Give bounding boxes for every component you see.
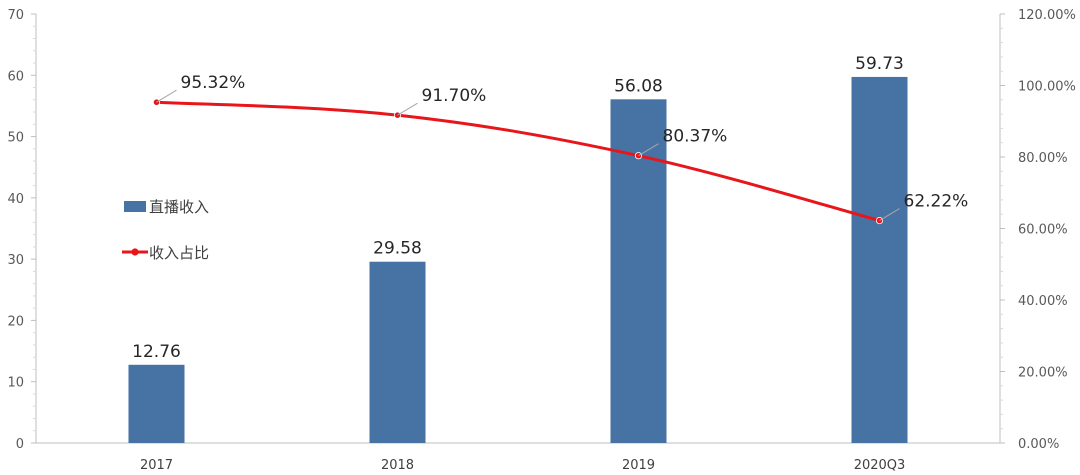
bar-value-label: 12.76 [132,342,181,362]
data-labels: 12.76 29.58 56.08 59.73 95.32% 91.70% 80.37% 62… [132,54,968,362]
axes: 0 10 20 30 40 50 60 70 0.00% 20.00% 40.00% 60.00% 80… [7,8,1075,473]
x-tick-label: 2020Q3 [854,458,906,473]
y-right-tick-label: 100.00% [1018,80,1076,95]
y-left-tick-label: 40 [7,192,24,207]
leader-line [156,89,177,103]
x-tick-label: 2019 [622,458,655,473]
legend-bar-swatch [124,201,146,212]
line-value-label: 80.37% [663,127,728,147]
y-left-tick-label: 10 [7,376,24,391]
legend-label: 收入占比 [149,244,209,262]
y-left-tick-label: 20 [7,314,24,329]
leader-line [638,143,659,157]
y-right-tick-label: 0.00% [1018,437,1059,452]
y-left-tick-label: 0 [16,437,24,452]
line-value-label: 62.22% [904,192,969,212]
legend-label: 直播收入 [149,198,209,216]
leader-line [397,102,418,116]
bars [128,76,908,443]
bar-value-label: 56.08 [614,76,663,96]
bar [851,76,908,443]
line-value-label: 95.32% [181,73,246,93]
bar [369,261,426,443]
y-right-tick-label: 80.00% [1018,151,1068,166]
y-left-tick-label: 30 [7,253,24,268]
x-tick-label: 2018 [381,458,414,473]
y-right-tick-label: 40.00% [1018,294,1068,309]
y-right-tick-label: 20.00% [1018,366,1068,381]
y-left-tick-label: 70 [7,8,24,23]
leader-line [879,208,900,221]
bar [128,364,185,443]
x-tick-label: 2017 [140,458,173,473]
bar-value-label: 29.58 [373,239,422,259]
line-value-label: 91.70% [422,86,487,106]
bar-value-label: 59.73 [855,54,904,74]
y-right-tick-label: 60.00% [1018,223,1068,238]
line-series-path [156,100,880,223]
legend-line-marker [131,248,139,256]
y-left-tick-label: 50 [7,131,24,146]
y-left-tick-label: 60 [7,69,24,84]
y-right-tick-label: 120.00% [1018,8,1076,23]
line-series [152,98,884,225]
